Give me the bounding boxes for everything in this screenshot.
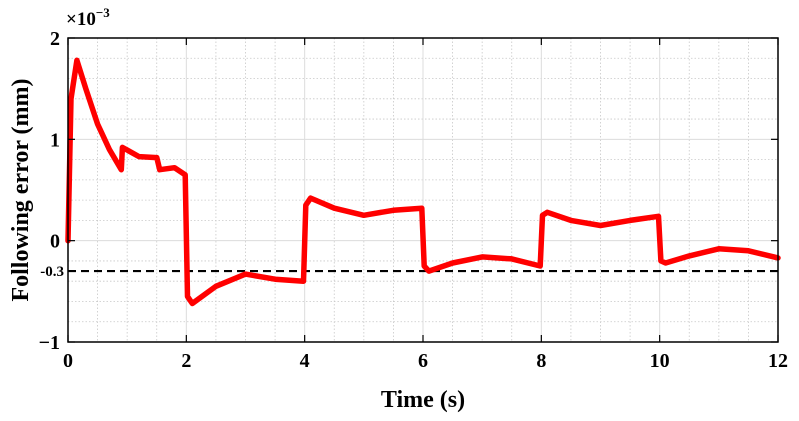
x-axis-label: Time (s)	[381, 387, 465, 413]
x-tick-label: 2	[181, 350, 191, 372]
x-tick-label: 6	[418, 350, 428, 372]
reference-line-label: -0.3	[40, 264, 64, 280]
y-tick-label: −1	[39, 332, 60, 354]
x-tick-label: 8	[536, 350, 546, 372]
grid	[67, 37, 779, 343]
x-tick-label: 4	[300, 350, 310, 372]
series-group	[65, 57, 781, 307]
y-tick-label: 1	[50, 129, 60, 151]
y-axis-label: Following error (mm)	[8, 78, 34, 301]
y-exponent-base: ×10	[66, 9, 96, 30]
y-exponent-label: ×10−3	[66, 5, 110, 30]
y-tick-label: 2	[50, 28, 60, 50]
x-tick-label: 12	[768, 350, 788, 372]
x-tick-label: 10	[650, 350, 670, 372]
tick-marks	[67, 37, 779, 343]
y-tick-label: 0	[50, 231, 60, 253]
x-tick-label: 0	[63, 350, 73, 372]
series-line	[65, 57, 781, 307]
y-exponent-power: −3	[96, 5, 110, 20]
reference-line-group: -0.3	[40, 264, 778, 280]
